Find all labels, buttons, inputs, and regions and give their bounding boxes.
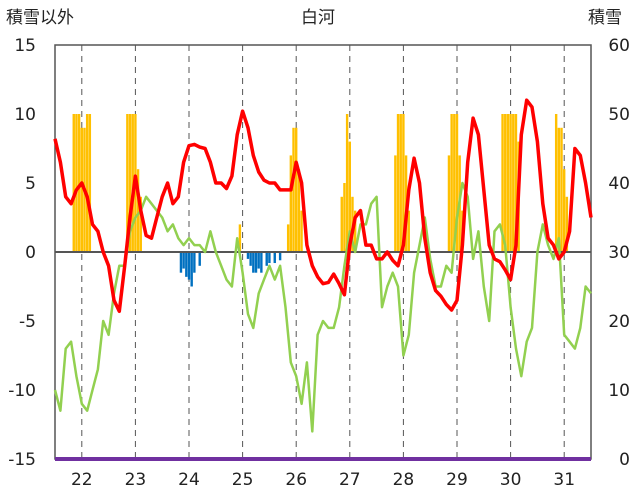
y-right-tick-label: 10 [608, 381, 630, 401]
orange-bar [506, 114, 510, 252]
left-ticks: 15 10 5 0 -5 -10 -15 [8, 36, 36, 470]
x-tick-label: 29 [446, 470, 468, 490]
orange-bar [396, 114, 400, 252]
x-tick-label: 23 [125, 470, 147, 490]
orange-bar [394, 155, 397, 252]
chart-title: 白河 [301, 8, 335, 28]
red-series-line [53, 98, 593, 314]
blue-bar [265, 252, 268, 266]
orange-bar [560, 127, 563, 252]
orange-bar [348, 141, 352, 252]
y-left-tick-label: 0 [25, 243, 36, 263]
orange-bar [75, 114, 78, 252]
orange-bar [512, 114, 515, 252]
orange-bar [514, 114, 518, 252]
y-right-tick-label: 20 [608, 312, 630, 332]
blue-bar [187, 252, 191, 280]
orange-bar [455, 114, 459, 252]
y-left-tick-label: 15 [14, 36, 36, 56]
y-left-tick-label: 10 [14, 105, 36, 125]
x-tick-label: 30 [500, 470, 522, 490]
y-left-tick-label: -10 [8, 381, 36, 401]
orange-bar [136, 169, 140, 252]
blue-bar [268, 252, 271, 264]
orange-bar [238, 224, 242, 252]
x-tick-label: 26 [285, 470, 307, 490]
blue-bar [185, 252, 188, 277]
orange-bar [292, 127, 295, 252]
x-ticks: 22 23 24 25 26 27 28 29 30 31 [71, 470, 575, 490]
orange-bar [343, 183, 346, 252]
y-right-tick-label: 50 [608, 105, 630, 125]
orange-bar [501, 114, 504, 252]
orange-bar [407, 210, 410, 252]
x-tick-label: 27 [339, 470, 361, 490]
y-right-tick-label: 60 [608, 36, 630, 56]
orange-bar [399, 114, 402, 252]
orange-bar [402, 114, 405, 252]
left-axis-label: 積雪以外 [6, 8, 74, 28]
y-right-tick-label: 0 [619, 450, 630, 470]
series-lines [53, 98, 593, 433]
blue-bar [254, 252, 258, 273]
orange-bar [562, 169, 566, 252]
blue-bar [246, 252, 250, 259]
blue-bar [179, 252, 183, 273]
orange-bar [353, 210, 357, 252]
blue-bar [257, 252, 260, 269]
blue-bar [190, 252, 193, 287]
orange-bar [509, 114, 512, 252]
orange-bar [88, 114, 92, 252]
orange-bar [345, 114, 349, 252]
blue-bar [198, 252, 201, 266]
blue-bar [273, 252, 276, 264]
orange-bar [554, 114, 558, 252]
blue-bar [260, 252, 263, 273]
y-left-tick-label: 5 [25, 174, 36, 194]
blue-bar [182, 252, 185, 269]
orange-bar [85, 114, 89, 252]
right-ticks: 60 50 40 30 20 10 0 [608, 36, 630, 470]
orange-bar [565, 196, 569, 252]
x-tick-label: 22 [71, 470, 93, 490]
orange-bar [80, 127, 84, 252]
right-axis-label: 積雪 [588, 8, 622, 28]
orange-bar [447, 155, 451, 252]
x-tick-label: 31 [553, 470, 575, 490]
orange-bar [72, 114, 75, 252]
orange-bar [286, 224, 290, 252]
orange-bar [450, 114, 453, 252]
orange-bar [557, 127, 561, 252]
orange-bar [294, 127, 298, 252]
blue-bar [278, 252, 282, 261]
y-left-tick-label: -5 [19, 312, 36, 332]
x-tick-label: 28 [393, 470, 415, 490]
blue-bar [249, 252, 252, 266]
orange-bar [300, 210, 303, 252]
orange-bar [289, 155, 293, 252]
orange-bar [128, 114, 132, 252]
orange-bar [297, 169, 301, 252]
orange-bar [504, 114, 507, 252]
orange-bar [77, 114, 81, 252]
orange-bar [340, 196, 343, 252]
y-left-tick-label: -15 [8, 450, 36, 470]
x-tick-label: 24 [178, 470, 200, 490]
orange-bar [453, 114, 456, 252]
orange-bar [139, 196, 142, 252]
y-right-tick-label: 30 [608, 243, 630, 263]
y-right-tick-label: 40 [608, 174, 630, 194]
blue-bar [252, 252, 255, 273]
orange-bar [126, 114, 129, 252]
green-series-line [53, 181, 592, 433]
orange-bar [131, 114, 134, 252]
x-tick-label: 25 [232, 470, 254, 490]
blue-bar [193, 252, 196, 273]
